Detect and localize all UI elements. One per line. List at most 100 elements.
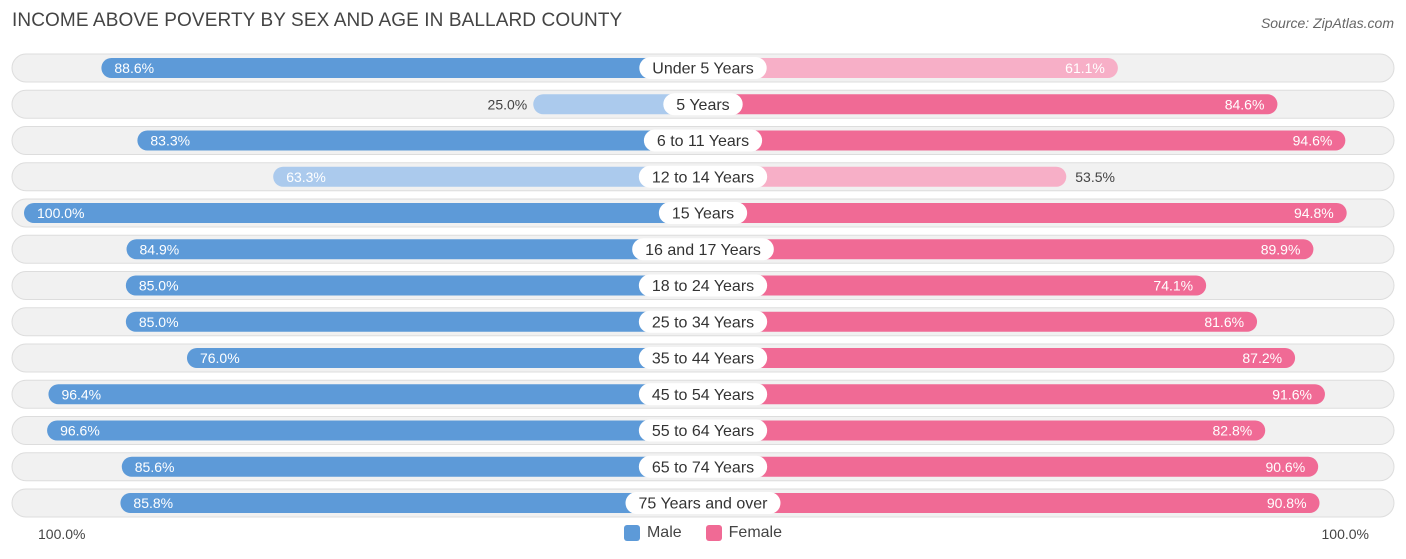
value-label-male: 85.0% [139,278,179,294]
value-label-male: 76.0% [200,350,240,366]
category-label: 12 to 14 Years [652,169,754,186]
bar-male [137,130,703,151]
diverging-bar-chart: 88.6% 61.1% Under 5 Years 25.0% 84.6% 5 Years… [11,53,1395,518]
bar-female [703,384,1325,405]
bar-female [703,239,1314,260]
bar-male [48,384,704,405]
bar-male [47,420,703,441]
bar-row: 96.6% 82.8% 55 to 64 Years [11,416,1395,445]
bar-female [703,348,1296,368]
axis-right-label: 100.0% [1321,526,1369,542]
bar-row: 85.6% 90.6% 65 to 74 Years [11,452,1395,482]
category-label: 15 Years [672,206,734,223]
category-label-pill [638,419,768,442]
category-label-pill [625,492,781,514]
value-label-female: 91.6% [1272,386,1312,402]
bar-row: 63.3% 53.5% 12 to 14 Years [11,162,1395,192]
category-label-pill [643,129,763,152]
bar-male [273,166,703,187]
category-label-pill [639,57,767,79]
value-label-female: 53.5% [1075,169,1115,185]
value-label-female: 94.6% [1293,133,1333,149]
category-label: Under 5 Years [652,61,753,78]
value-label-female: 61.1% [1065,60,1105,76]
bar-row: 85.0% 74.1% 18 to 24 Years [11,271,1395,300]
bar-row: 88.6% 61.1% Under 5 Years [11,53,1395,83]
legend-item-female: Female [705,524,783,542]
bar-row: 25.0% 84.6% 5 Years [11,89,1395,119]
bar-female [703,420,1266,441]
legend: Male Female [0,524,1406,542]
category-label-pill [638,383,768,406]
value-label-male: 100.0% [37,205,84,221]
category-label: 75 Years and over [639,496,769,513]
bar-row: 96.4% 91.6% 45 to 54 Years [11,379,1395,409]
chart-title: INCOME ABOVE POVERTY BY SEX AND AGE IN B… [12,10,623,31]
value-label-female: 90.8% [1267,495,1307,511]
value-label-male: 63.3% [286,169,326,185]
value-label-male: 85.6% [135,459,175,475]
category-label-pill [632,238,774,261]
bar-female [703,493,1320,513]
category-label: 16 and 17 Years [645,242,761,259]
value-label-male: 25.0% [488,96,528,112]
legend-swatch-female [705,525,722,541]
category-label-pill [658,202,748,224]
source-credit: Source: ZipAtlas.com [1260,15,1394,31]
value-label-female: 82.8% [1213,423,1253,439]
bar-row: 84.9% 89.9% 16 and 17 Years [11,234,1395,264]
value-label-female: 74.1% [1153,278,1193,294]
bar-female [703,166,1067,187]
bar-row: 85.0% 81.6% 25 to 34 Years [11,307,1395,337]
bar-male [121,456,703,477]
category-label: 55 to 64 Years [652,423,754,440]
legend-swatch-male [623,525,640,541]
legend-label-male: Male [646,524,682,541]
bar-female [703,275,1207,296]
category-label: 25 to 34 Years [652,314,754,331]
bar-female [703,203,1347,223]
bar-male [101,58,703,78]
bar-male [126,239,704,260]
value-label-male: 84.9% [140,241,180,257]
bar-row: 83.3% 94.6% 6 to 11 Years [11,126,1395,155]
category-label: 65 to 74 Years [652,459,754,476]
category-label-pill [638,274,768,297]
value-label-male: 85.8% [133,495,173,511]
category-label-pill [638,455,768,478]
value-label-male: 83.3% [150,133,190,149]
category-label: 35 to 44 Years [652,351,754,368]
category-label: 6 to 11 Years [657,133,749,150]
value-label-female: 94.8% [1294,205,1334,221]
value-label-male: 96.6% [60,423,100,439]
category-label-pill [638,165,768,188]
legend-label-female: Female [728,524,783,541]
bar-male [24,203,703,223]
axis-left-label: 100.0% [38,526,86,542]
value-label-female: 89.9% [1261,241,1301,257]
value-label-female: 90.6% [1265,459,1305,475]
bar-male [120,493,704,513]
bar-male [125,311,704,332]
bar-female [703,311,1258,332]
category-label-pill [663,93,743,116]
value-label-male: 96.4% [61,386,101,402]
bar-row: 100.0% 94.8% 15 Years [11,198,1395,228]
value-label-female: 84.6% [1225,96,1265,112]
category-label: 45 to 54 Years [652,387,754,404]
bar-male [125,275,704,296]
category-label-pill [638,310,768,333]
bar-row: 76.0% 87.2% 35 to 44 Years [11,343,1395,373]
value-label-female: 81.6% [1204,314,1244,330]
value-label-male: 85.0% [139,314,179,330]
bar-male [186,348,703,368]
bar-male [533,94,703,115]
bar-female [703,130,1346,151]
legend-item-male: Male [623,524,682,542]
value-label-male: 88.6% [114,60,154,76]
bar-female [703,58,1118,78]
category-label: 5 Years [676,97,729,114]
bar-female [703,94,1278,115]
value-label-female: 87.2% [1242,350,1282,366]
bar-row: 85.8% 90.8% 75 Years and over [11,488,1395,518]
